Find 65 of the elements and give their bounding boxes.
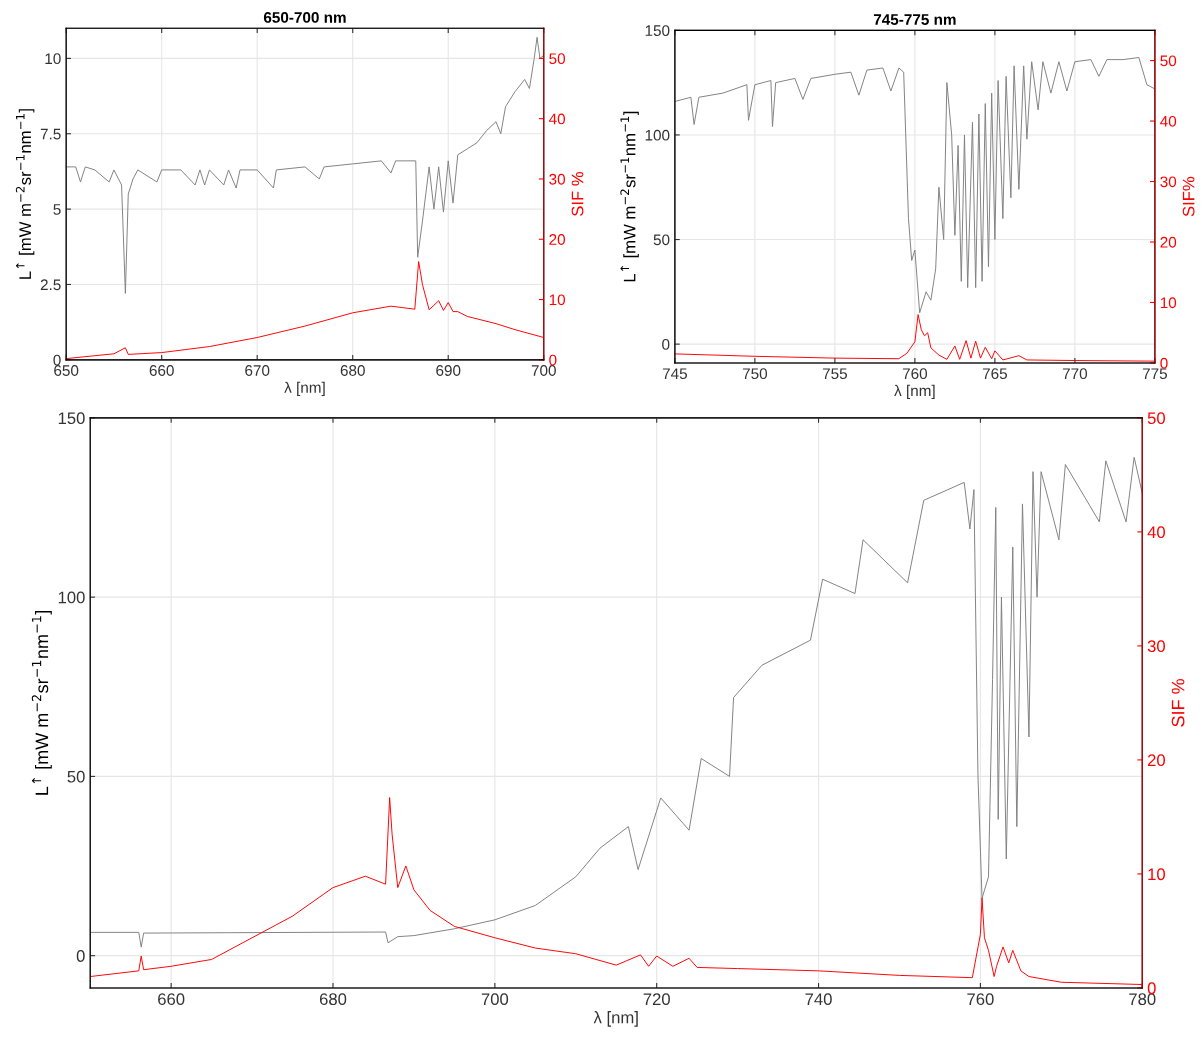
x-tick-label: 720 [643, 993, 670, 1006]
y2-tick-label: 10 [1160, 297, 1177, 309]
x-axis-title: λ [nm] [894, 384, 935, 400]
x-tick-label: 770 [1062, 368, 1088, 380]
text: L$^{↑}$ [mW m$^{−2}$sr$^{−1}$nm$^{−1}$] [15, 109, 35, 279]
chart-title: 745-775 nm [873, 14, 956, 25]
x-tick-label: 765 [982, 368, 1007, 380]
y2-tick-label: 20 [1160, 236, 1177, 248]
y2-tick-label: 30 [549, 173, 566, 185]
x-tick-label: 760 [967, 993, 994, 1006]
x-tick-label: 780 [1129, 993, 1156, 1006]
x-tick-label: 775 [1142, 368, 1167, 380]
x-tick-label: 660 [158, 993, 185, 1006]
y2-tick-label: 50 [549, 53, 566, 65]
x-tick-label: 680 [319, 993, 347, 1006]
y2-tick-label: 10 [1148, 868, 1165, 881]
x-tick-label: 690 [436, 365, 461, 376]
text: L$^{↑}$ [mW m$^{−2}$sr$^{−1}$nm$^{−1}$] [31, 610, 52, 795]
x-tick-label: 745 [662, 368, 687, 380]
x-axis-title: λ [nm] [284, 381, 325, 396]
y-tick-label: 7.5 [40, 128, 61, 140]
y2-tick-label: 0 [1147, 982, 1156, 995]
y2-tick-label: 30 [1160, 176, 1177, 188]
y2-axis-title: SIF % [1171, 678, 1185, 727]
y-tick-label: 100 [645, 129, 670, 141]
y-tick-label: 10 [45, 53, 61, 65]
x-tick-label: 700 [481, 993, 509, 1006]
y2-tick-label: 20 [549, 234, 566, 245]
x-tick-label: 700 [531, 365, 556, 376]
y-tick-label: 0 [53, 354, 61, 366]
y2-tick-label: 0 [549, 354, 557, 366]
y-tick-label: 150 [58, 412, 85, 425]
line-series [674, 57, 1155, 314]
y2-tick-label: 0 [1160, 357, 1168, 369]
y2-tick-label: 50 [1147, 412, 1165, 425]
x-tick-label: 670 [245, 365, 270, 376]
chart-title: 650-700 nm [263, 12, 346, 23]
x-tick-label: 660 [149, 365, 174, 376]
y2-axis-title: SIF% [1182, 176, 1195, 217]
text: L$^{↑}$ [mW m$^{−2}$sr$^{−1}$nm$^{−1}$] [620, 111, 639, 282]
y2-tick-label: 20 [1147, 754, 1165, 767]
y-tick-label: 0 [662, 339, 670, 350]
y2-tick-label: 40 [1147, 526, 1165, 539]
line-series [66, 36, 544, 294]
x-tick-label: 650 [54, 365, 79, 376]
x-tick-label: 760 [902, 368, 928, 380]
y-tick-label: 0 [76, 950, 85, 962]
y2-tick-label: 10 [549, 294, 566, 306]
y-tick-label: 2.5 [40, 279, 61, 291]
x-tick-label: 755 [822, 368, 847, 380]
y2-axis-title: SIF % [571, 171, 584, 216]
y-tick-label: 50 [67, 770, 85, 783]
x-tick-label: 740 [805, 993, 832, 1006]
x-axis-title: λ [nm] [593, 1011, 638, 1027]
y2-tick-label: 40 [548, 113, 566, 125]
x-tick-label: 750 [742, 368, 768, 380]
line-series [90, 456, 1143, 948]
x-tick-label: 680 [340, 365, 365, 376]
y-tick-label: 5 [53, 204, 61, 215]
y2-tick-label: 40 [1160, 115, 1177, 127]
y-tick-label: 150 [645, 25, 670, 37]
y2-tick-label: 30 [1147, 640, 1165, 653]
y-tick-label: 100 [58, 591, 85, 604]
y-tick-label: 50 [653, 234, 670, 246]
y2-tick-label: 50 [1160, 55, 1177, 67]
